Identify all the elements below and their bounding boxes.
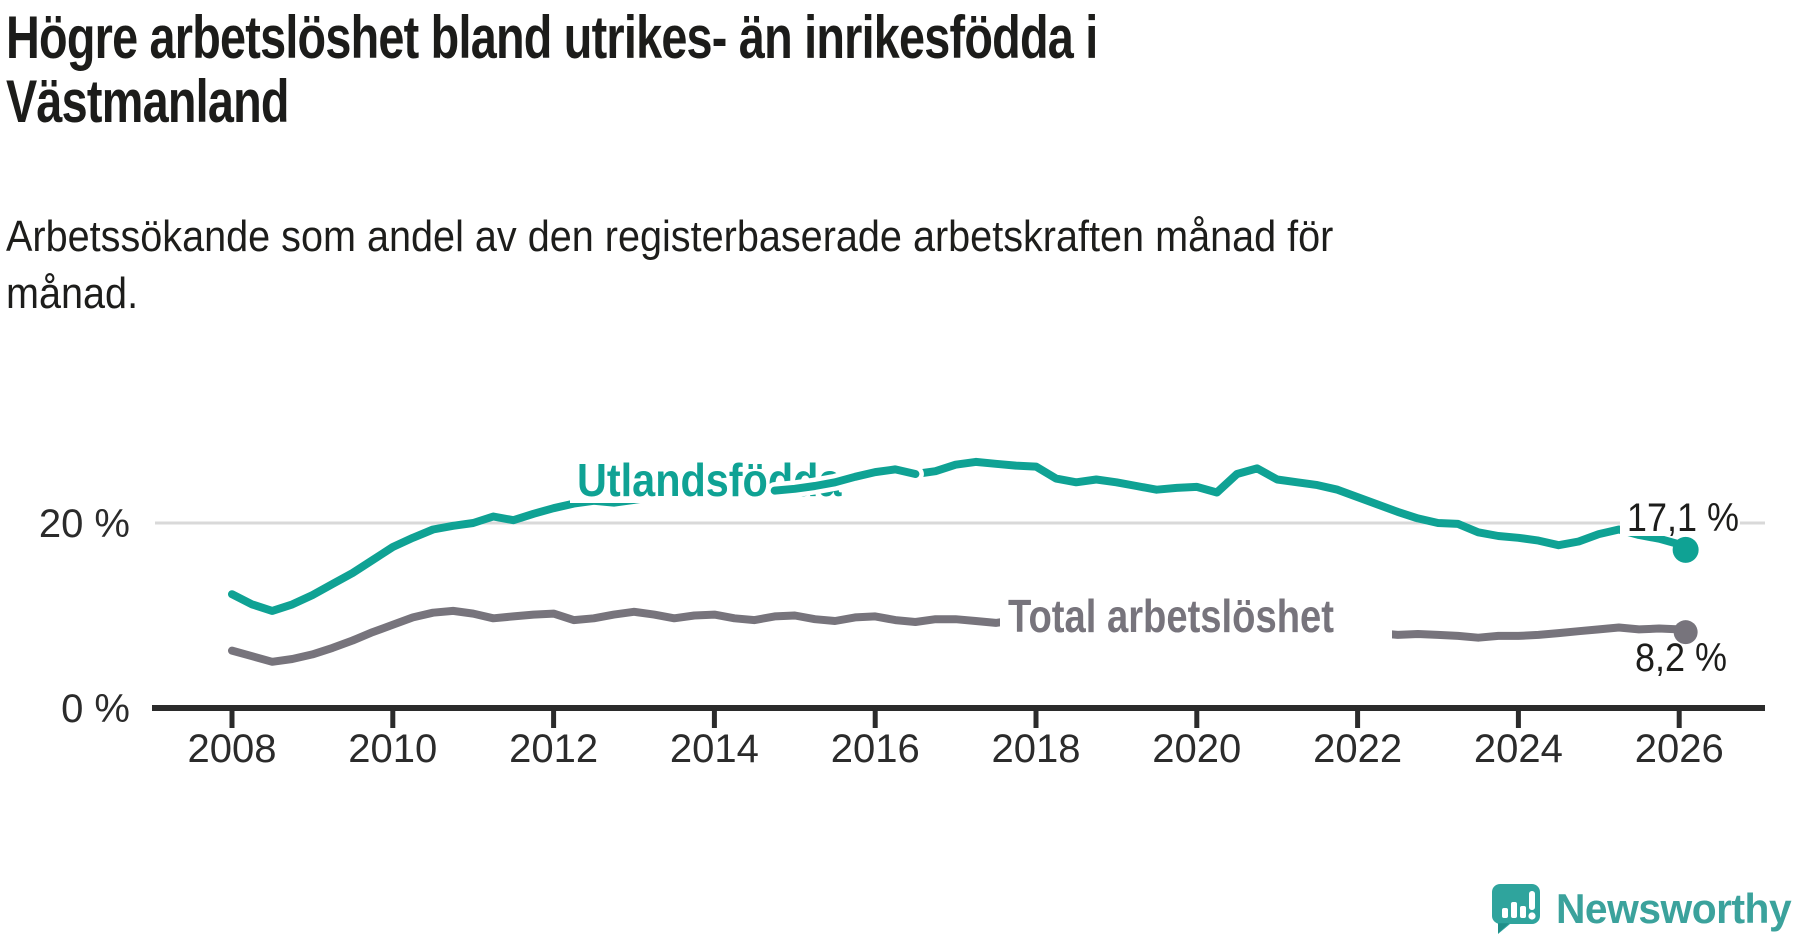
line-series-total xyxy=(228,606,1690,666)
series-label-total: Total arbetslöshet xyxy=(1008,591,1334,642)
x-tick-label-2026: 2026 xyxy=(1635,727,1724,771)
end-dot-utlandsfodda xyxy=(1672,536,1699,563)
end-value-label-utlandsfodda: 17,1 % xyxy=(1627,496,1739,540)
x-tick-label-2018: 2018 xyxy=(992,727,1081,771)
y-tick-label-0: 0 % xyxy=(61,687,130,731)
page-subtitle: Arbetssökande som andel av den registerb… xyxy=(6,208,1333,322)
speech-bubble-bar-chart-icon xyxy=(1492,884,1540,934)
x-tick-label-2022: 2022 xyxy=(1313,727,1402,771)
y-tick-label-20: 20 % xyxy=(39,502,130,546)
page-title-line-2: Västmanland xyxy=(6,68,289,135)
x-tick-label-2012: 2012 xyxy=(509,727,598,771)
page-subtitle-line-2: månad. xyxy=(6,269,139,318)
page-title-line-1: Högre arbetslöshet bland utrikes- än inr… xyxy=(6,4,1098,71)
end-value-label-total: 8,2 % xyxy=(1635,636,1727,680)
label-plate-total xyxy=(1000,594,1392,642)
line-series-utlandsfodda xyxy=(228,457,1690,615)
end-dot-total xyxy=(1673,620,1698,645)
x-tick-label-2010: 2010 xyxy=(348,727,437,771)
label-overlap-segment xyxy=(770,465,920,495)
page-subtitle-line-1: Arbetssökande som andel av den registerb… xyxy=(6,212,1334,261)
x-tick-label-2016: 2016 xyxy=(831,727,920,771)
x-tick-label-2020: 2020 xyxy=(1152,727,1241,771)
x-tick-label-2008: 2008 xyxy=(188,727,277,771)
x-tick-label-2014: 2014 xyxy=(670,727,759,771)
x-tick-label-2024: 2024 xyxy=(1474,727,1563,771)
page-title: Högre arbetslöshet bland utrikes- än inr… xyxy=(6,4,1098,135)
end-label-plate-utlandsfodda xyxy=(1620,501,1740,536)
brand-logo-text: Newsworthy xyxy=(1556,885,1792,932)
brand-logo: Newsworthy xyxy=(1488,880,1798,938)
